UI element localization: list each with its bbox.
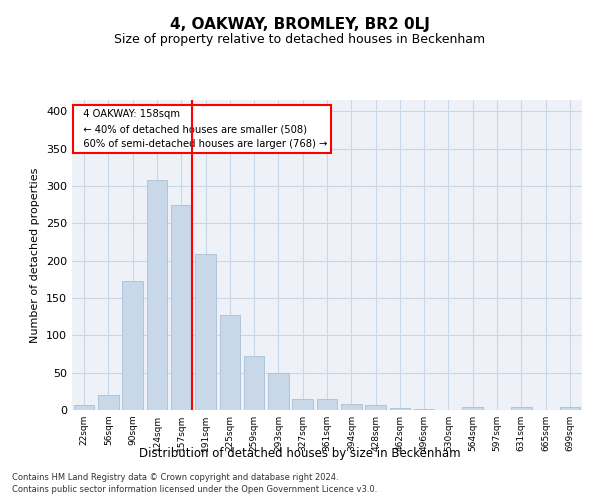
Text: Contains HM Land Registry data © Crown copyright and database right 2024.: Contains HM Land Registry data © Crown c… (12, 472, 338, 482)
Bar (268, 372, 289, 410)
Text: 4, OAKWAY, BROMLEY, BR2 0LJ: 4, OAKWAY, BROMLEY, BR2 0LJ (170, 18, 430, 32)
Bar (292, 399, 313, 410)
Y-axis label: Number of detached properties: Number of detached properties (31, 168, 40, 342)
Bar (511, 407, 532, 410)
Bar (560, 407, 580, 410)
Bar (244, 356, 265, 410)
Bar (171, 204, 191, 410)
Bar (341, 404, 362, 410)
Text: Distribution of detached houses by size in Beckenham: Distribution of detached houses by size … (139, 448, 461, 460)
Bar (463, 407, 483, 410)
Text: Size of property relative to detached houses in Beckenham: Size of property relative to detached ho… (115, 32, 485, 46)
Bar (146, 180, 167, 410)
Bar (365, 405, 386, 410)
Bar (195, 254, 216, 410)
Text: 4 OAKWAY: 158sqm
  ← 40% of detached houses are smaller (508)
  60% of semi-deta: 4 OAKWAY: 158sqm ← 40% of detached house… (77, 110, 328, 149)
Text: Contains public sector information licensed under the Open Government Licence v3: Contains public sector information licen… (12, 485, 377, 494)
Bar (317, 399, 337, 410)
Bar (220, 315, 240, 410)
Bar (98, 395, 119, 410)
Bar (74, 405, 94, 410)
Bar (389, 408, 410, 410)
Bar (122, 281, 143, 410)
